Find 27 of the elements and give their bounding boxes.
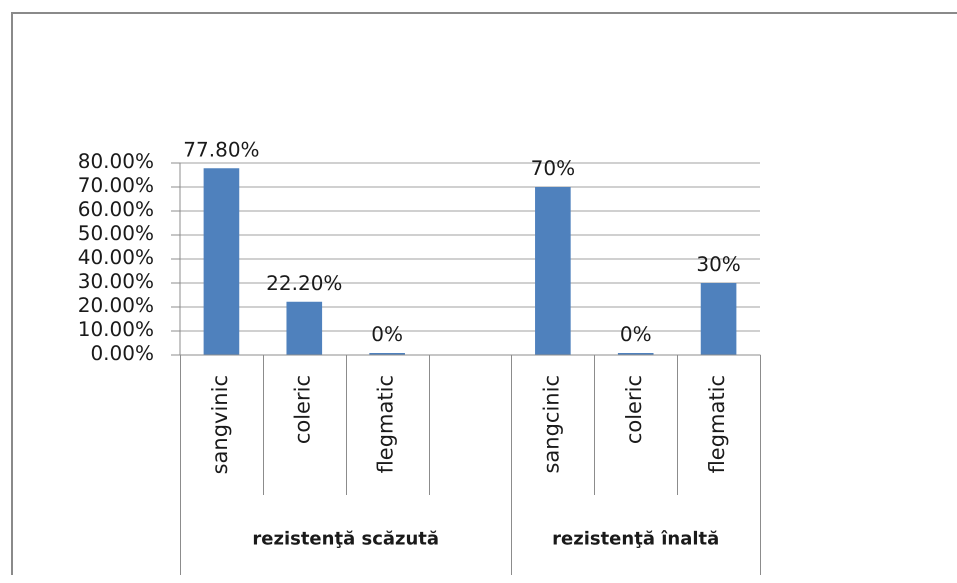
data-label: 0% [620,322,652,346]
bar [286,302,322,354]
y-tick-label: 80.00% [78,149,154,174]
data-label: 77.80% [183,137,260,162]
y-tick-label: 20.00% [78,293,154,318]
data-label: 70% [530,156,576,180]
data-label: 0% [371,322,404,346]
data-label: 22.20% [266,270,342,295]
bar [535,187,571,354]
y-tick-label: 40.00% [78,245,154,270]
bar [700,283,736,354]
bar [204,168,240,354]
x-tick-label: sangcinic [539,375,564,474]
x-tick-label: flegmatic [705,375,730,474]
x-tick-label: coleric [622,375,646,444]
y-tick-label: 10.00% [78,317,154,342]
text: rezistenţă înaltă [552,528,720,550]
x-tick-label: flegmatic [374,375,398,474]
y-tick-label: 50.00% [78,221,154,246]
x-tick-label: coleric [290,375,315,444]
y-tick-label: 60.00% [78,197,154,222]
y-tick-label: 70.00% [78,173,154,198]
y-tick-label: 30.00% [78,269,154,294]
text: rezistenţă scăzută [252,528,440,550]
y-tick-label: 0.00% [90,341,154,366]
data-label: 30% [696,252,741,276]
x-tick-label: sangvinic [208,375,232,474]
